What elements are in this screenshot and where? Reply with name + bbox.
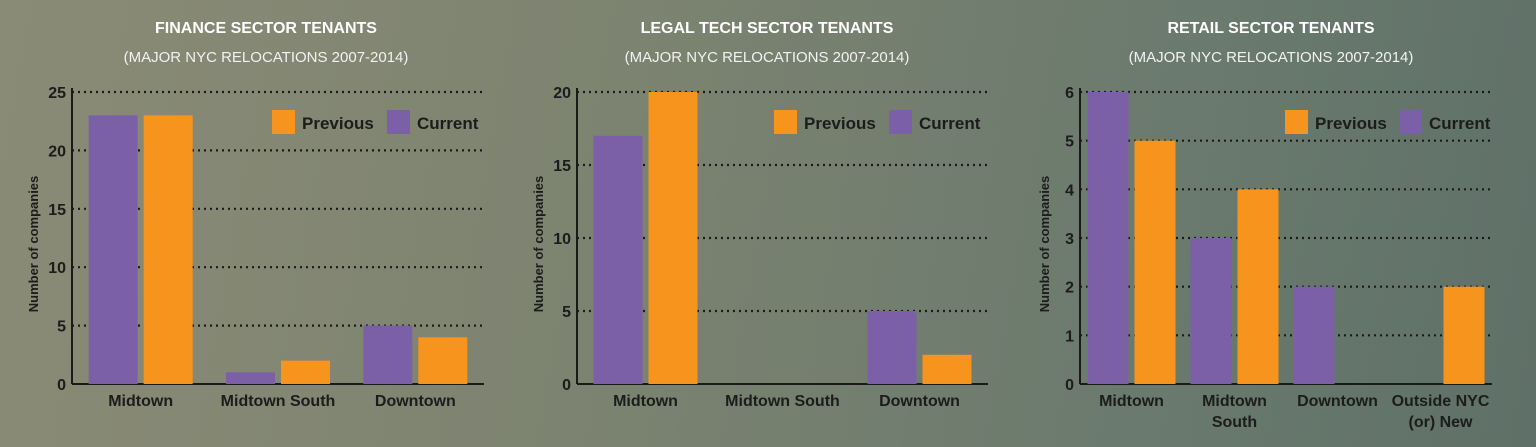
chart-1: FINANCE SECTOR TENANTS (MAJOR NYC RELOCAT… bbox=[26, 20, 484, 410]
x-category-label: Downtown bbox=[375, 393, 456, 410]
bar-current bbox=[1293, 286, 1335, 384]
bar-previous bbox=[281, 360, 330, 384]
x-category-label: Downtown bbox=[879, 393, 960, 410]
x-category-label: Downtown bbox=[1297, 393, 1378, 410]
legend-swatch-current bbox=[1399, 110, 1422, 134]
y-tick-label: 20 bbox=[48, 143, 66, 160]
chart-subtitle: (MAJOR NYC RELOCATIONS 2007-2014) bbox=[1129, 49, 1414, 66]
y-tick-label: 15 bbox=[553, 158, 571, 175]
y-axis-label: Number of companies bbox=[531, 176, 546, 313]
legend-swatch-previous bbox=[774, 110, 797, 134]
chart-subtitle: (MAJOR NYC RELOCATIONS 2007-2014) bbox=[124, 49, 409, 66]
chart-title: LEGAL TECH SECTOR TENANTS bbox=[641, 20, 894, 37]
chart-title: RETAIL SECTOR TENANTS bbox=[1167, 20, 1374, 37]
bar-current bbox=[1190, 238, 1232, 384]
y-tick-label: 5 bbox=[1065, 134, 1074, 151]
bar-previous bbox=[648, 92, 698, 384]
y-tick-label: 20 bbox=[553, 85, 571, 102]
bar-previous bbox=[922, 354, 972, 384]
legend-label-current: Current bbox=[1429, 114, 1491, 133]
x-category-label: Midtown South bbox=[725, 393, 840, 410]
x-category-label: Midtown bbox=[1202, 393, 1267, 410]
legend-label-previous: Previous bbox=[804, 114, 876, 133]
x-category-label: Midtown bbox=[613, 393, 678, 410]
x-category-label: (or) New bbox=[1409, 414, 1474, 431]
legend-swatch-previous bbox=[272, 110, 295, 134]
y-tick-label: 0 bbox=[1065, 377, 1074, 394]
y-tick-label: 10 bbox=[48, 260, 66, 277]
y-tick-label: 5 bbox=[57, 319, 66, 336]
x-category-label: Midtown bbox=[1099, 393, 1164, 410]
y-tick-label: 5 bbox=[562, 304, 571, 321]
bar-previous bbox=[1134, 140, 1176, 384]
y-axis-label: Number of companies bbox=[26, 176, 41, 313]
y-tick-label: 4 bbox=[1065, 182, 1074, 199]
legend-swatch-current bbox=[889, 110, 912, 134]
legend-label-current: Current bbox=[417, 114, 479, 133]
chart-subtitle: (MAJOR NYC RELOCATIONS 2007-2014) bbox=[625, 49, 910, 66]
y-tick-label: 3 bbox=[1065, 231, 1074, 248]
chart-title: FINANCE SECTOR TENANTS bbox=[155, 20, 377, 37]
chart-2: LEGAL TECH SECTOR TENANTS (MAJOR NYC RELO… bbox=[531, 20, 988, 410]
bar-previous bbox=[418, 337, 468, 384]
y-tick-label: 6 bbox=[1065, 85, 1074, 102]
bar-previous bbox=[1237, 189, 1279, 384]
y-tick-label: 15 bbox=[48, 202, 66, 219]
bar-previous bbox=[1443, 286, 1485, 384]
y-tick-label: 10 bbox=[553, 231, 571, 248]
bar-current bbox=[867, 311, 917, 384]
legend-label-current: Current bbox=[919, 114, 981, 133]
bar-current bbox=[593, 135, 643, 384]
bar-current bbox=[88, 115, 138, 385]
bar-current bbox=[226, 372, 275, 384]
legend-label-previous: Previous bbox=[302, 114, 374, 133]
y-tick-label: 25 bbox=[48, 85, 66, 102]
x-category-label: Outside NYC bbox=[1392, 393, 1490, 410]
y-axis-label: Number of companies bbox=[1037, 176, 1052, 313]
bar-previous bbox=[143, 115, 193, 385]
x-category-label: Midtown bbox=[108, 393, 173, 410]
y-tick-label: 0 bbox=[57, 377, 66, 394]
bar-current bbox=[1087, 92, 1129, 384]
y-tick-label: 0 bbox=[562, 377, 571, 394]
legend-swatch-current bbox=[387, 110, 410, 134]
x-category-label: Midtown South bbox=[221, 393, 336, 410]
bar-current bbox=[363, 325, 413, 384]
legend-swatch-previous bbox=[1285, 110, 1308, 134]
chart-3: RETAIL SECTOR TENANTS (MAJOR NYC RELOCATI… bbox=[1037, 20, 1492, 431]
legend-label-previous: Previous bbox=[1315, 114, 1387, 133]
y-tick-label: 1 bbox=[1065, 328, 1074, 345]
y-tick-label: 2 bbox=[1065, 280, 1074, 297]
x-category-label: South bbox=[1212, 414, 1257, 431]
